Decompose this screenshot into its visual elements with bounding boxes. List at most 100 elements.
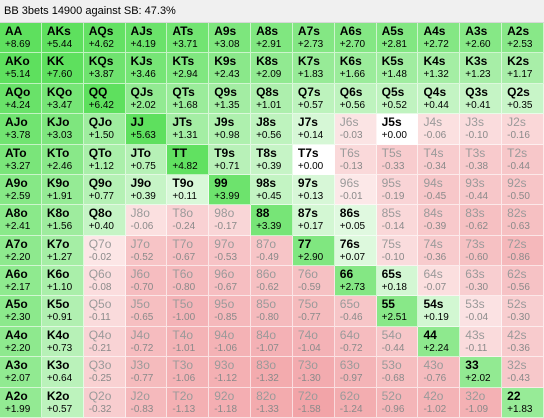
hand-cell[interactable]: J4o -0.72 — [125, 326, 168, 358]
hand-cell[interactable]: JTo +0.75 — [125, 144, 168, 175]
hand-cell[interactable]: 86o -0.62 — [251, 266, 293, 297]
hand-cell[interactable]: 92o -1.18 — [209, 387, 252, 418]
hand-cell[interactable]: 44 +2.24 — [418, 326, 461, 358]
hand-cell[interactable]: QJs +2.02 — [125, 83, 168, 115]
hand-cell[interactable]: J3s -0.10 — [460, 114, 503, 145]
hand-cell[interactable]: AJo +3.78 — [0, 114, 42, 145]
hand-cell[interactable]: AQs +4.62 — [83, 23, 126, 54]
hand-cell[interactable]: K9o +1.91 — [41, 174, 84, 206]
hand-cell[interactable]: T2s -0.44 — [502, 144, 544, 175]
hand-cell[interactable]: 62o -1.24 — [334, 387, 377, 418]
hand-cell[interactable]: 52s -0.30 — [502, 296, 544, 327]
hand-cell[interactable]: TT +4.82 — [167, 144, 210, 175]
hand-cell[interactable]: 54s +0.19 — [418, 296, 461, 327]
hand-cell[interactable]: T7o -0.67 — [167, 235, 210, 267]
hand-cell[interactable]: A7o +2.20 — [0, 235, 42, 267]
hand-cell[interactable]: KTs +2.94 — [167, 53, 210, 84]
hand-cell[interactable]: QTs +1.68 — [167, 83, 210, 115]
hand-cell[interactable]: 54o -0.44 — [376, 326, 419, 358]
hand-cell[interactable]: Q8s +1.01 — [251, 83, 293, 115]
hand-cell[interactable]: A2s +2.53 — [502, 23, 544, 54]
hand-cell[interactable]: T4o -1.01 — [167, 326, 210, 358]
hand-cell[interactable]: Q7o -0.02 — [83, 235, 126, 267]
hand-cell[interactable]: 73o -1.30 — [292, 357, 335, 388]
hand-cell[interactable]: KQo +3.47 — [41, 83, 84, 115]
hand-cell[interactable]: A4o +2.20 — [0, 326, 42, 358]
hand-cell[interactable]: JTs +1.31 — [167, 114, 210, 145]
hand-cell[interactable]: 73s -0.60 — [460, 235, 503, 267]
hand-cell[interactable]: K8o +1.56 — [41, 205, 84, 236]
hand-cell[interactable]: J5s +0.00 — [376, 114, 419, 145]
hand-cell[interactable]: KQs +3.87 — [83, 53, 126, 84]
hand-cell[interactable]: K6o +1.10 — [41, 266, 84, 297]
hand-cell[interactable]: 74s -0.36 — [418, 235, 461, 267]
hand-cell[interactable]: A2o +1.99 — [0, 387, 42, 418]
hand-cell[interactable]: Q6o -0.08 — [83, 266, 126, 297]
hand-cell[interactable]: 87o -0.49 — [251, 235, 293, 267]
hand-cell[interactable]: J7o -0.52 — [125, 235, 168, 267]
hand-cell[interactable]: Q3s +0.41 — [460, 83, 503, 115]
hand-cell[interactable]: T4s -0.34 — [418, 144, 461, 175]
hand-cell[interactable]: A5o +2.30 — [0, 296, 42, 327]
hand-cell[interactable]: 97o -0.53 — [209, 235, 252, 267]
hand-cell[interactable]: Q8o +0.40 — [83, 205, 126, 236]
hand-cell[interactable]: 52o -0.96 — [376, 387, 419, 418]
hand-cell[interactable]: 96s -0.01 — [334, 174, 377, 206]
hand-cell[interactable]: Q9s +1.35 — [209, 83, 252, 115]
hand-cell[interactable]: Q7s +0.57 — [292, 83, 335, 115]
hand-cell[interactable]: AKo +5.14 — [0, 53, 42, 84]
hand-cell[interactable]: J8s +0.56 — [251, 114, 293, 145]
hand-cell[interactable]: QJo +1.50 — [83, 114, 126, 145]
hand-cell[interactable]: A9s +3.08 — [209, 23, 252, 54]
hand-cell[interactable]: 72o -1.58 — [292, 387, 335, 418]
hand-cell[interactable]: 84o -1.07 — [251, 326, 293, 358]
hand-cell[interactable]: K4s +1.32 — [418, 53, 461, 84]
hand-cell[interactable]: 65o -0.46 — [334, 296, 377, 327]
hand-cell[interactable]: KK +7.60 — [41, 53, 84, 84]
hand-cell[interactable]: 33 +2.02 — [460, 357, 503, 388]
hand-cell[interactable]: 66 +2.73 — [334, 266, 377, 297]
hand-cell[interactable]: JJ +5.63 — [125, 114, 168, 145]
hand-cell[interactable]: Q4s +0.44 — [418, 83, 461, 115]
hand-cell[interactable]: T6o -0.80 — [167, 266, 210, 297]
hand-cell[interactable]: AKs +5.44 — [41, 23, 84, 54]
hand-cell[interactable]: K3s +1.23 — [460, 53, 503, 84]
hand-cell[interactable]: J9s +0.98 — [209, 114, 252, 145]
hand-cell[interactable]: J7s +0.14 — [292, 114, 335, 145]
hand-cell[interactable]: 42o -1.02 — [418, 387, 461, 418]
hand-cell[interactable]: Q5s +0.52 — [376, 83, 419, 115]
hand-cell[interactable]: 64s -0.07 — [418, 266, 461, 297]
hand-cell[interactable]: J2o -0.83 — [125, 387, 168, 418]
hand-cell[interactable]: 94s -0.45 — [418, 174, 461, 206]
hand-cell[interactable]: 63s -0.30 — [460, 266, 503, 297]
hand-cell[interactable]: Q9o +0.77 — [83, 174, 126, 206]
hand-cell[interactable]: 93s -0.44 — [460, 174, 503, 206]
hand-cell[interactable]: 95o -0.85 — [209, 296, 252, 327]
hand-cell[interactable]: J5o -0.65 — [125, 296, 168, 327]
hand-cell[interactable]: J3o -0.77 — [125, 357, 168, 388]
hand-cell[interactable]: 76o -0.59 — [292, 266, 335, 297]
hand-cell[interactable]: 93o -1.12 — [209, 357, 252, 388]
hand-cell[interactable]: 75s -0.10 — [376, 235, 419, 267]
hand-cell[interactable]: Q4o -0.21 — [83, 326, 126, 358]
hand-cell[interactable]: A4s +2.72 — [418, 23, 461, 54]
hand-cell[interactable]: 76s +0.07 — [334, 235, 377, 267]
hand-cell[interactable]: AQo +4.24 — [0, 83, 42, 115]
hand-cell[interactable]: K9s +2.43 — [209, 53, 252, 84]
hand-cell[interactable]: 43s -0.11 — [460, 326, 503, 358]
hand-cell[interactable]: 74o -1.04 — [292, 326, 335, 358]
hand-cell[interactable]: T6s -0.13 — [334, 144, 377, 175]
hand-cell[interactable]: Q6s +0.56 — [334, 83, 377, 115]
hand-cell[interactable]: K7o +1.27 — [41, 235, 84, 267]
hand-cell[interactable]: 75o -0.77 — [292, 296, 335, 327]
hand-cell[interactable]: 83s -0.62 — [460, 205, 503, 236]
hand-cell[interactable]: ATo +3.27 — [0, 144, 42, 175]
hand-cell[interactable]: K6s +1.66 — [334, 53, 377, 84]
hand-cell[interactable]: ATs +3.71 — [167, 23, 210, 54]
hand-cell[interactable]: Q3o -0.25 — [83, 357, 126, 388]
hand-cell[interactable]: A9o +2.59 — [0, 174, 42, 206]
hand-cell[interactable]: T2o -1.13 — [167, 387, 210, 418]
hand-cell[interactable]: A8s +2.91 — [251, 23, 293, 54]
hand-cell[interactable]: K8s +2.09 — [251, 53, 293, 84]
hand-cell[interactable]: K2o +0.57 — [41, 387, 84, 418]
